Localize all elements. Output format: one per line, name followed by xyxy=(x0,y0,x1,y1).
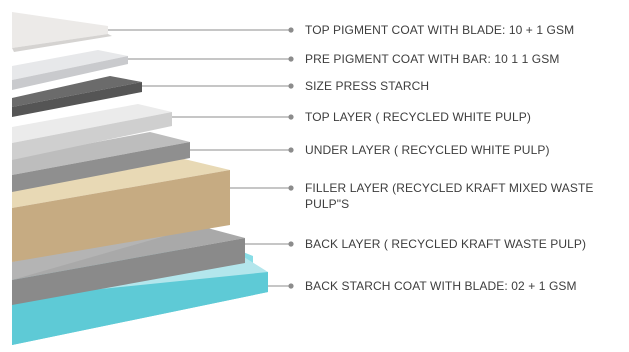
layer-label: SIZE PRESS STARCH xyxy=(305,79,430,93)
layer-back-layer xyxy=(12,226,245,305)
connector-dot xyxy=(288,283,294,289)
layer-label: PRE PIGMENT COAT WITH BAR: 10 1 1 GSM xyxy=(305,52,560,66)
layer-under-layer xyxy=(12,132,190,192)
connector-dot xyxy=(288,147,294,153)
connector-dot xyxy=(288,241,294,247)
layer-label: BACK STARCH COAT WITH BLADE: 02 + 1 GSM xyxy=(305,279,577,293)
layer-label: TOP LAYER ( RECYCLED WHITE PULP) xyxy=(305,110,531,124)
layer-filler-layer xyxy=(12,158,230,262)
layer-label: TOP PIGMENT COAT WITH BLADE: 10 + 1 GSM xyxy=(305,23,575,37)
connector-dot xyxy=(288,83,294,89)
layer-label: UNDER LAYER ( RECYCLED WHITE PULP) xyxy=(305,143,550,157)
connector-dot xyxy=(288,27,294,33)
layer-label: FILLER LAYER (RECYCLED KRAFT MIXED WASTE… xyxy=(305,181,594,211)
layer-top-pigment-coat xyxy=(12,12,112,52)
layer-pre-pigment-coat xyxy=(12,50,128,90)
connector-dot xyxy=(288,56,294,62)
connector-dot xyxy=(288,185,294,191)
connector-dot xyxy=(288,114,294,120)
layer-top-layer xyxy=(12,104,172,160)
layer-size-press-starch xyxy=(12,76,142,117)
connector-lines xyxy=(108,27,294,289)
layer-label: BACK LAYER ( RECYCLED KRAFT WASTE PULP) xyxy=(305,237,587,251)
